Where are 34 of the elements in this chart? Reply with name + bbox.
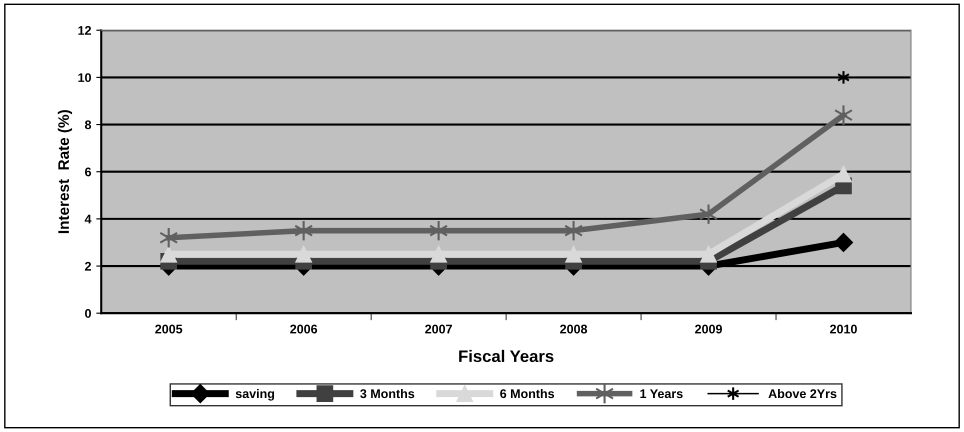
x-tick-label: 2005	[155, 324, 182, 334]
point	[835, 166, 852, 182]
point	[430, 246, 447, 263]
point	[699, 203, 718, 225]
x-tick-label: 2006	[290, 324, 318, 334]
legend-label: 1 Years	[640, 389, 683, 398]
point	[700, 246, 717, 263]
legend-label: 3 Months	[360, 388, 414, 398]
point	[564, 220, 584, 242]
legend-label: saving	[236, 388, 274, 401]
y-tick-label: 10	[78, 73, 91, 82]
x-tick-label: 2007	[425, 324, 452, 334]
y-tick-label: 0	[85, 309, 91, 318]
point	[295, 246, 312, 263]
y-tick-label: 4	[84, 214, 92, 224]
point	[837, 70, 850, 85]
y-tick-label: 8	[84, 120, 92, 130]
x-tick-label: 2008	[560, 324, 588, 334]
point	[834, 232, 854, 252]
x-tick-label: 2009	[695, 324, 722, 334]
point	[565, 246, 582, 263]
legend-label: Above 2Yrs	[768, 388, 836, 398]
point	[160, 246, 178, 263]
x-tick-label: 2010	[830, 324, 857, 334]
point	[834, 104, 853, 126]
point	[429, 220, 448, 242]
point	[294, 220, 314, 242]
point	[159, 226, 178, 249]
legend-label: 6 Months	[500, 388, 554, 398]
x-axis-title: Fiscal Years	[459, 350, 554, 362]
y-tick-label: 12	[78, 26, 91, 35]
y-tick-label: 2	[84, 262, 91, 271]
y-axis-title: Interest Rate (%)	[58, 110, 72, 234]
y-tick-label: 6	[85, 168, 92, 176]
